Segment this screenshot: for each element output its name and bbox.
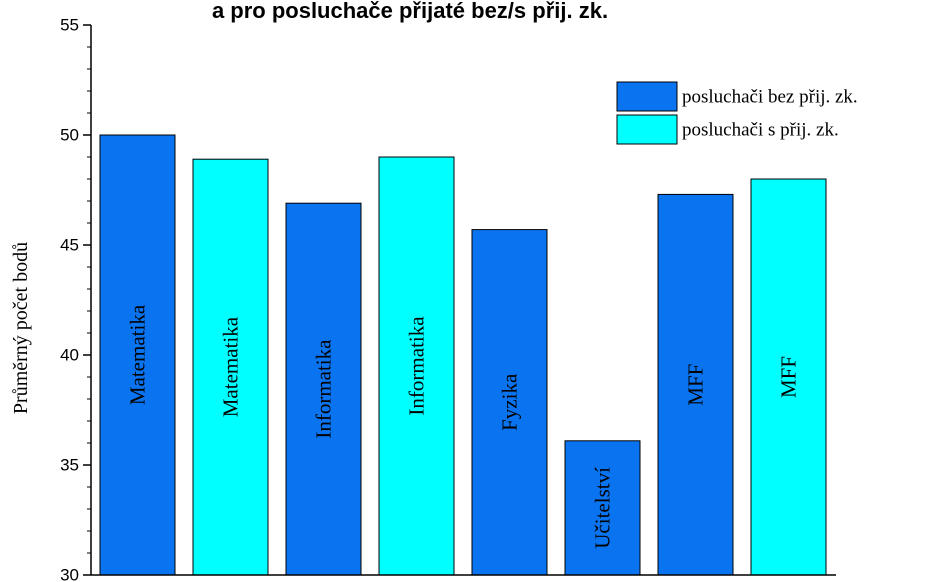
chart-title: a pro posluchače přijaté bez/s přij. zk. xyxy=(212,0,608,23)
y-tick-label: 55 xyxy=(60,16,79,35)
legend-swatch-bez xyxy=(616,81,678,112)
bar-2 xyxy=(192,158,269,576)
y-tick-label: 35 xyxy=(60,456,79,475)
y-axis-ticks: 30 35 40 45 50 55 xyxy=(60,16,91,582)
bar-1 xyxy=(99,134,176,576)
bar-label-1: Matematika xyxy=(126,304,150,405)
bar-4 xyxy=(378,156,455,576)
y-axis-label: Průměrný počet bodů xyxy=(10,242,32,414)
bar-label-8: MFF xyxy=(777,356,801,398)
y-tick-label: 50 xyxy=(60,126,79,145)
bar-label-6: Učitelství xyxy=(591,467,615,549)
bar-5 xyxy=(471,229,548,576)
legend: posluchači bez přij. zk. posluchači s při… xyxy=(616,81,858,145)
y-tick-label: 30 xyxy=(60,566,79,582)
bar-label-4: Informatika xyxy=(405,316,429,416)
legend-label-bez: posluchači bez přij. zk. xyxy=(682,87,858,108)
legend-swatch-s xyxy=(616,114,678,145)
bar-6 xyxy=(564,440,641,576)
bar-8 xyxy=(750,178,827,576)
legend-label-s: posluchači s přij. zk. xyxy=(682,120,839,141)
bar-label-7: MFF xyxy=(684,364,708,406)
bar-label-5: Fyzika xyxy=(498,373,522,431)
plot-area: Matematika Matematika Informatika Informati… xyxy=(99,134,827,576)
y-tick-label: 40 xyxy=(60,346,79,365)
bar-3 xyxy=(285,202,362,576)
bar-label-2: Matematika xyxy=(219,316,243,417)
y-tick-label: 45 xyxy=(60,236,79,255)
bar-label-3: Informatika xyxy=(312,339,336,439)
